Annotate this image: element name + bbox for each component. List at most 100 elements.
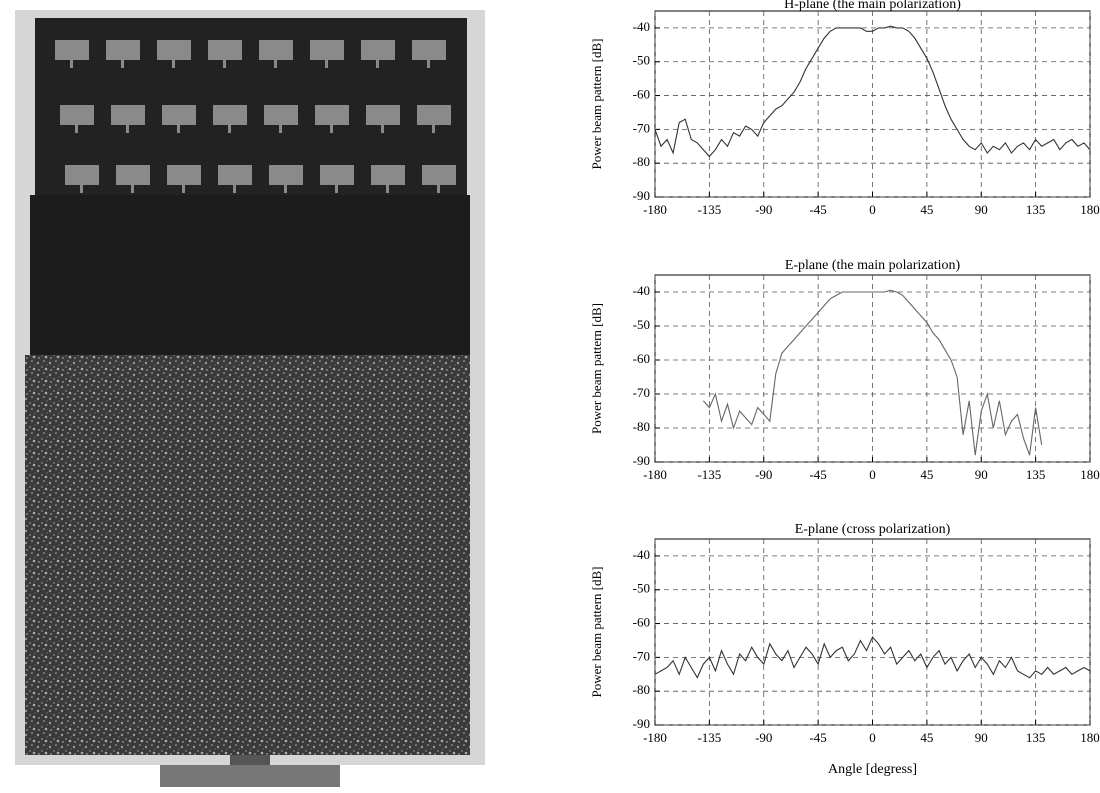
y-tick-label: -80 — [633, 419, 650, 434]
y-tick-label: -80 — [633, 154, 650, 169]
y-tick-label: -70 — [633, 120, 650, 135]
y-tick-label: -50 — [633, 53, 650, 68]
patch — [371, 165, 405, 185]
y-axis-label: Power beam pattern [dB] — [589, 303, 604, 434]
feed — [330, 125, 333, 133]
feed — [233, 185, 236, 193]
patch — [366, 105, 400, 125]
y-tick-label: -60 — [633, 351, 650, 366]
y-tick-label: -70 — [633, 385, 650, 400]
feed — [182, 185, 185, 193]
feed — [432, 125, 435, 133]
x-tick-label: -180 — [643, 730, 667, 745]
patch — [208, 40, 242, 60]
patch — [422, 165, 456, 185]
patch — [167, 165, 201, 185]
x-tick-label: -45 — [809, 202, 826, 217]
patch — [111, 105, 145, 125]
y-tick-label: -40 — [633, 283, 650, 298]
feed — [335, 185, 338, 193]
patch — [320, 165, 354, 185]
x-tick-label: 90 — [975, 202, 988, 217]
x-tick-label: 90 — [975, 730, 988, 745]
feed — [80, 185, 83, 193]
x-tick-label: -90 — [755, 730, 772, 745]
y-tick-label: -90 — [633, 716, 650, 731]
patch — [218, 165, 252, 185]
feed — [131, 185, 134, 193]
x-tick-label: -135 — [697, 730, 721, 745]
patch — [361, 40, 395, 60]
data-line — [702, 289, 1043, 456]
x-tick-label: -90 — [755, 202, 772, 217]
feed — [228, 125, 231, 133]
feed — [279, 125, 282, 133]
y-tick-label: -80 — [633, 682, 650, 697]
x-tick-label: 0 — [869, 730, 876, 745]
y-tick-label: -40 — [633, 547, 650, 562]
x-tick-label: 0 — [869, 467, 876, 482]
y-tick-label: -40 — [633, 19, 650, 34]
y-axis-label: Power beam pattern [dB] — [589, 566, 604, 697]
y-tick-label: -60 — [633, 87, 650, 102]
patch — [269, 165, 303, 185]
y-axis-label: Power beam pattern [dB] — [589, 38, 604, 169]
patch — [417, 105, 451, 125]
antenna-photo — [15, 10, 485, 787]
patch — [157, 40, 191, 60]
data-line — [654, 636, 1091, 679]
y-tick-label: -50 — [633, 317, 650, 332]
x-tick-label: 180 — [1080, 467, 1100, 482]
feed — [172, 60, 175, 68]
x-tick-label: 135 — [1026, 202, 1046, 217]
feed — [177, 125, 180, 133]
feed — [274, 60, 277, 68]
patch — [412, 40, 446, 60]
feed — [126, 125, 129, 133]
x-axis-label: Angle [degress] — [828, 762, 917, 777]
x-tick-label: -135 — [697, 467, 721, 482]
feed — [325, 60, 328, 68]
x-tick-label: 45 — [920, 730, 933, 745]
x-tick-label: 45 — [920, 467, 933, 482]
data-line — [654, 25, 1091, 158]
chart-title: E-plane (cross polarization) — [795, 522, 951, 537]
patch — [315, 105, 349, 125]
x-tick-label: 45 — [920, 202, 933, 217]
feed — [381, 125, 384, 133]
patch — [65, 165, 99, 185]
x-tick-label: 135 — [1026, 467, 1046, 482]
feed — [284, 185, 287, 193]
y-tick-label: -50 — [633, 581, 650, 596]
x-tick-label: -180 — [643, 467, 667, 482]
x-tick-label: -135 — [697, 202, 721, 217]
x-tick-label: -45 — [809, 730, 826, 745]
patch — [259, 40, 293, 60]
patch — [106, 40, 140, 60]
patch — [264, 105, 298, 125]
patch — [213, 105, 247, 125]
feed — [121, 60, 124, 68]
y-tick-label: -70 — [633, 648, 650, 663]
y-tick-label: -60 — [633, 615, 650, 630]
patch — [55, 40, 89, 60]
feed — [376, 60, 379, 68]
chart-title: H-plane (the main polarization) — [784, 0, 961, 12]
x-tick-label: 90 — [975, 467, 988, 482]
y-tick-label: -90 — [633, 453, 650, 468]
feed — [70, 60, 73, 68]
feed — [75, 125, 78, 133]
feed — [427, 60, 430, 68]
patch — [116, 165, 150, 185]
x-tick-label: 180 — [1080, 730, 1100, 745]
patch — [162, 105, 196, 125]
feed — [223, 60, 226, 68]
feed — [437, 185, 440, 193]
x-tick-label: 0 — [869, 202, 876, 217]
y-tick-label: -90 — [633, 188, 650, 203]
x-tick-label: 135 — [1026, 730, 1046, 745]
patch — [60, 105, 94, 125]
patch — [310, 40, 344, 60]
x-tick-label: -180 — [643, 202, 667, 217]
